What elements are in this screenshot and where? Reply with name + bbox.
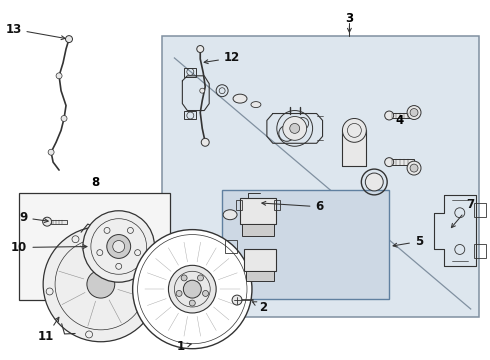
Circle shape xyxy=(407,161,421,175)
Circle shape xyxy=(169,265,216,313)
Text: 9: 9 xyxy=(19,211,48,224)
Circle shape xyxy=(385,158,393,167)
Circle shape xyxy=(43,227,158,342)
Circle shape xyxy=(189,300,196,306)
Circle shape xyxy=(343,118,367,142)
Circle shape xyxy=(202,291,209,296)
Circle shape xyxy=(181,275,187,281)
Bar xyxy=(474,244,486,258)
Circle shape xyxy=(113,240,124,252)
Circle shape xyxy=(197,275,203,281)
Text: 7: 7 xyxy=(451,198,475,228)
Bar xyxy=(389,113,414,118)
Circle shape xyxy=(197,46,204,53)
Text: 4: 4 xyxy=(395,114,403,127)
Bar xyxy=(246,271,274,281)
Text: 5: 5 xyxy=(393,235,423,248)
Circle shape xyxy=(56,73,62,79)
Bar xyxy=(184,68,196,77)
Circle shape xyxy=(83,211,154,282)
Circle shape xyxy=(290,123,300,133)
Bar xyxy=(19,193,171,300)
Bar xyxy=(343,130,367,166)
Bar xyxy=(236,200,242,210)
Circle shape xyxy=(176,291,182,296)
Circle shape xyxy=(183,280,201,298)
Ellipse shape xyxy=(233,94,247,103)
Bar xyxy=(242,224,274,235)
Bar xyxy=(274,200,280,210)
Circle shape xyxy=(61,116,67,121)
Circle shape xyxy=(410,164,418,172)
Text: 2: 2 xyxy=(252,301,267,314)
Bar xyxy=(240,198,276,224)
Text: 1: 1 xyxy=(176,340,191,353)
Text: 10: 10 xyxy=(11,241,87,254)
Circle shape xyxy=(407,105,421,120)
Circle shape xyxy=(201,138,209,146)
Ellipse shape xyxy=(223,210,237,220)
Text: 6: 6 xyxy=(262,200,324,213)
Circle shape xyxy=(133,230,252,349)
Circle shape xyxy=(66,36,73,42)
Text: 12: 12 xyxy=(204,51,240,64)
Circle shape xyxy=(43,217,51,226)
Circle shape xyxy=(87,270,115,298)
Bar xyxy=(222,190,389,299)
Text: 8: 8 xyxy=(92,176,100,189)
Bar xyxy=(51,220,67,224)
Text: 3: 3 xyxy=(345,12,353,25)
Bar xyxy=(184,111,196,120)
Circle shape xyxy=(385,111,393,120)
Circle shape xyxy=(200,88,205,93)
Circle shape xyxy=(232,295,242,305)
Circle shape xyxy=(283,117,307,140)
Bar xyxy=(225,239,237,253)
Circle shape xyxy=(48,149,54,155)
Text: 13: 13 xyxy=(5,23,65,40)
Circle shape xyxy=(107,235,131,258)
Bar xyxy=(244,249,276,271)
Bar xyxy=(163,36,479,317)
Bar xyxy=(389,159,414,165)
Ellipse shape xyxy=(251,102,261,108)
Circle shape xyxy=(366,173,383,191)
Bar xyxy=(474,203,486,217)
Text: 11: 11 xyxy=(38,317,59,343)
Circle shape xyxy=(410,109,418,117)
